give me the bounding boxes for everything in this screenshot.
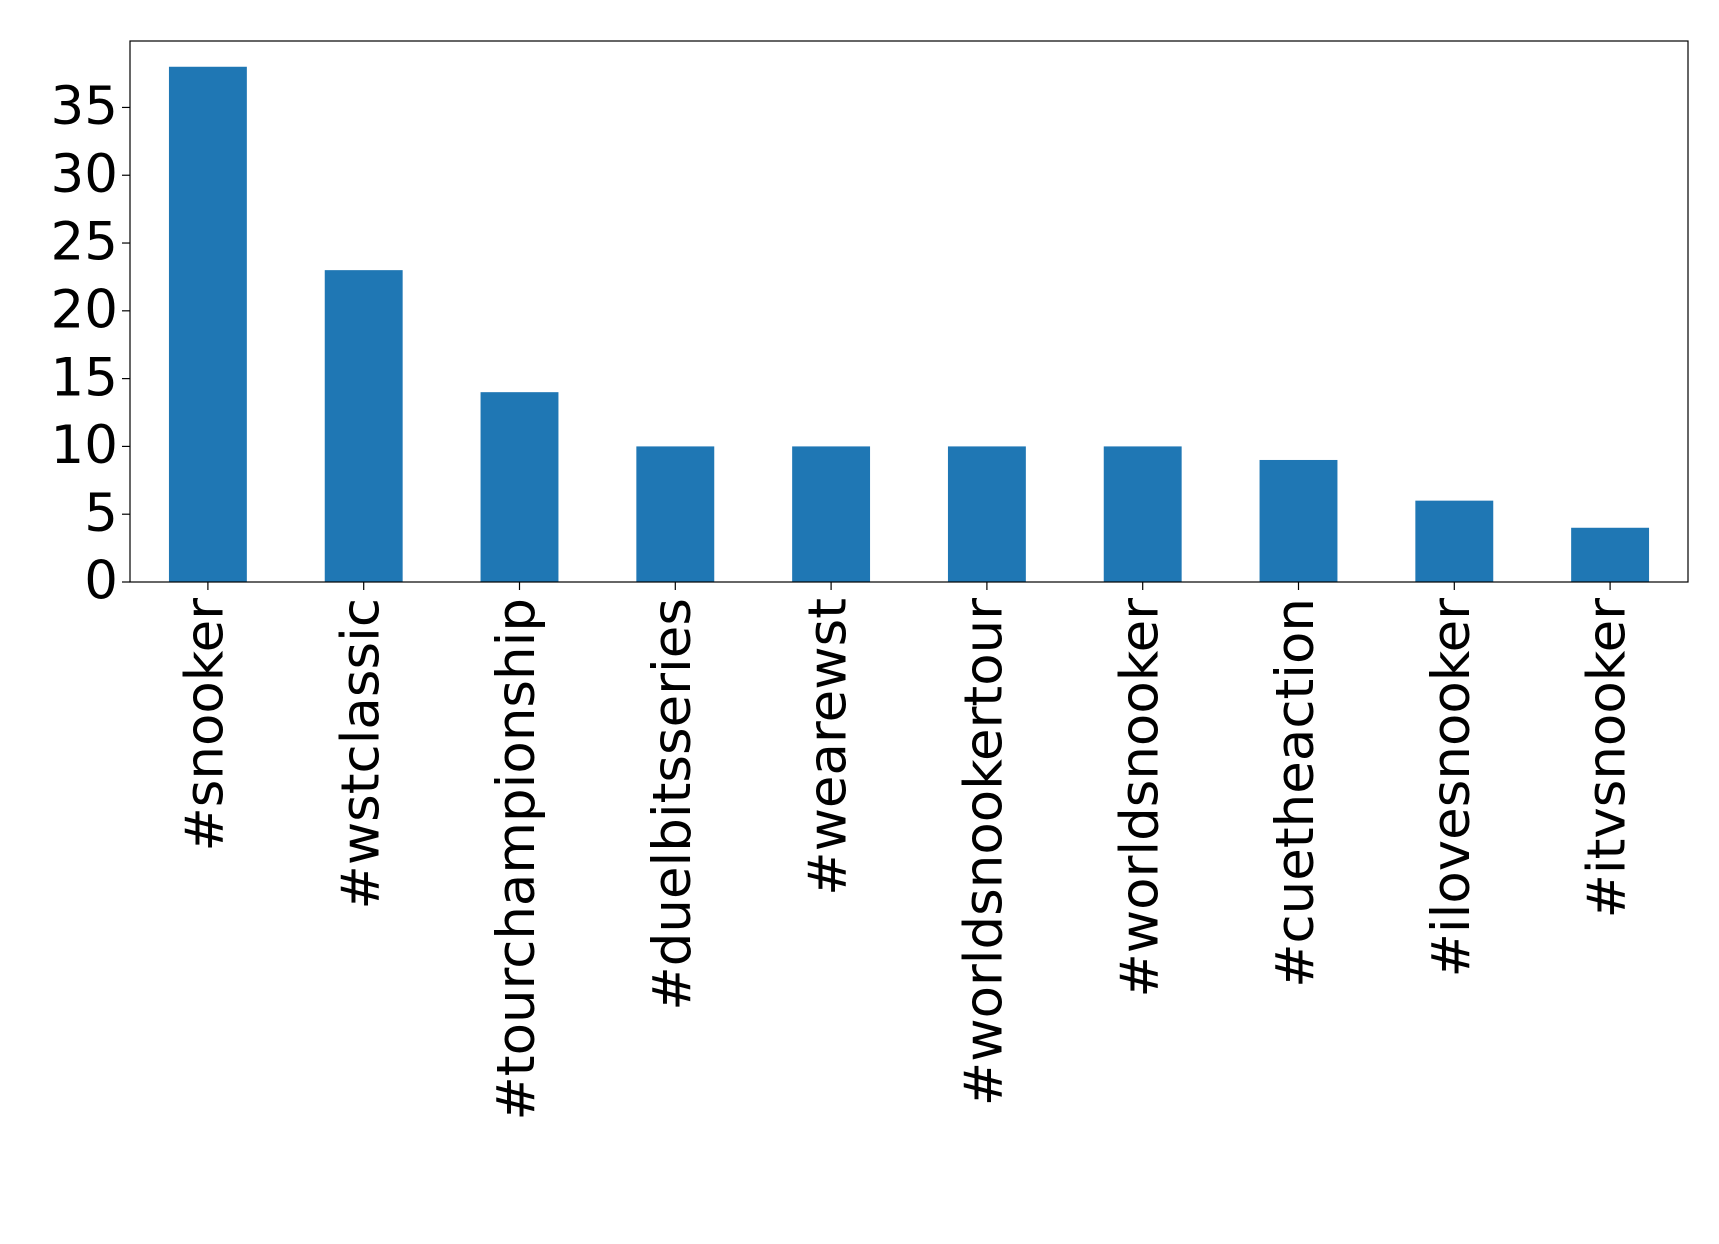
x-tick-label: #ilovesnooker bbox=[1421, 598, 1482, 978]
bar bbox=[636, 446, 715, 582]
bar bbox=[1103, 446, 1182, 582]
bar bbox=[168, 66, 247, 582]
y-tick-label: 10 bbox=[51, 415, 118, 476]
x-tick-label: #cuetheaction bbox=[1265, 598, 1326, 988]
bar bbox=[324, 270, 403, 582]
bar bbox=[1259, 459, 1338, 582]
y-tick-label: 25 bbox=[51, 212, 118, 273]
bar bbox=[792, 446, 871, 582]
bar bbox=[480, 392, 559, 582]
x-tick-label: #duelbitsseries bbox=[642, 598, 703, 1011]
x-tick-label: #wstclassic bbox=[330, 598, 391, 910]
x-tick-label: #itvsnooker bbox=[1577, 598, 1638, 919]
x-tick-label: #tourchampionship bbox=[486, 598, 547, 1121]
y-tick-label: 20 bbox=[51, 279, 118, 340]
plot-frame bbox=[129, 40, 1689, 583]
bar bbox=[947, 446, 1026, 582]
bar bbox=[1571, 527, 1650, 582]
x-tick-label: #worldsnooker bbox=[1109, 598, 1170, 998]
bar bbox=[1415, 500, 1494, 582]
y-tick-label: 0 bbox=[84, 551, 118, 612]
x-tick-label: #snooker bbox=[175, 598, 236, 852]
y-tick-label: 5 bbox=[84, 483, 118, 544]
x-tick-label: #wearewst bbox=[798, 598, 859, 896]
y-tick-label: 35 bbox=[51, 76, 118, 137]
y-tick-label: 15 bbox=[51, 347, 118, 408]
y-tick-label: 30 bbox=[51, 144, 118, 205]
x-tick-label: #worldsnookertour bbox=[954, 598, 1015, 1106]
